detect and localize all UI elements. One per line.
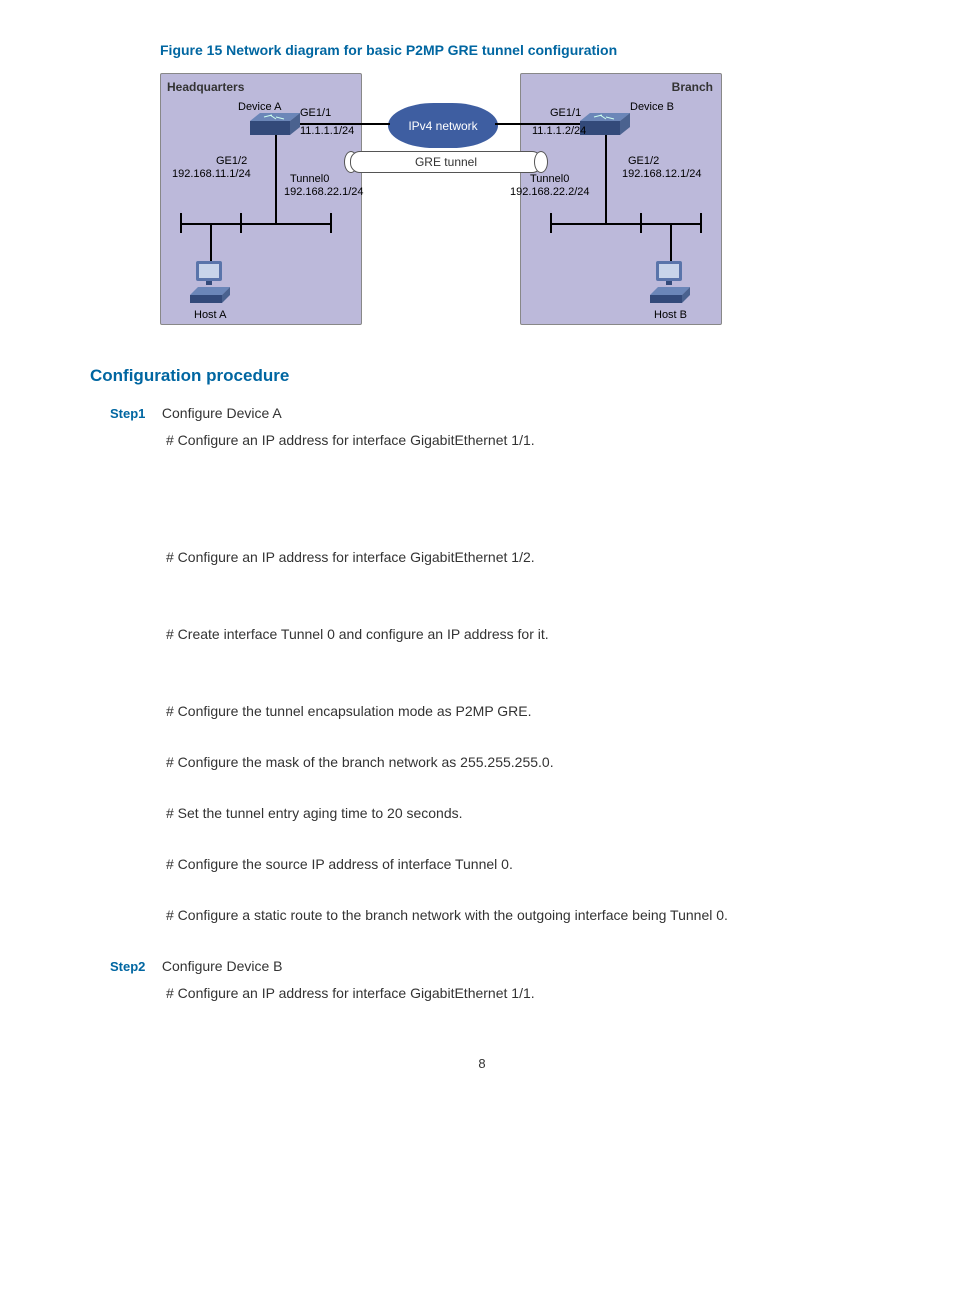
line-br-lan-tick2	[640, 213, 642, 233]
line-hosta-up	[210, 223, 212, 263]
step1-line-7: # Configure a static route to the branch…	[166, 905, 874, 926]
step2-line-0: # Configure an IP address for interface …	[166, 983, 874, 1004]
gre-tunnel: GRE tunnel	[350, 151, 542, 173]
line-hq-lan-tick2	[240, 213, 242, 233]
device-a-ge11: GE1/1	[300, 105, 331, 122]
device-a-ge12-ip: 192.168.11.1/24	[172, 166, 251, 183]
line-a-down	[275, 133, 277, 223]
device-a-ge11-ip: 11.1.1.1/24	[300, 123, 354, 140]
device-a-tunnel-ip: 192.168.22.1/24	[284, 184, 364, 201]
host-a-icon	[190, 261, 230, 301]
step1-line-4: # Configure the mask of the branch netwo…	[166, 752, 874, 773]
step1-text: Configure Device A	[162, 405, 282, 421]
panel-hq-title: Headquarters	[167, 78, 244, 96]
step1-label: Step1	[110, 404, 158, 424]
host-b-icon	[650, 261, 690, 301]
step1-row: Step1 Configure Device A	[110, 403, 874, 424]
device-b-label: Device B	[630, 99, 674, 116]
device-b-ge11: GE1/1	[550, 105, 581, 122]
step1-line-3: # Configure the tunnel encapsulation mod…	[166, 701, 874, 722]
step2-label: Step2	[110, 957, 158, 977]
line-hostb-up	[670, 223, 672, 263]
line-br-lan-tick3	[700, 213, 702, 233]
ipv4-label: IPv4 network	[408, 117, 477, 135]
step1-line-2: # Create interface Tunnel 0 and configur…	[166, 624, 874, 645]
line-b-down	[605, 133, 607, 223]
gre-cap-right	[534, 151, 548, 173]
network-diagram: Headquarters Branch IPv4 network GRE tun…	[160, 73, 720, 333]
device-b-tunnel-ip: 192.168.22.2/24	[510, 184, 590, 201]
step2-row: Step2 Configure Device B	[110, 956, 874, 977]
host-b-label: Host B	[654, 307, 687, 324]
device-b-ge11-ip: 11.1.1.2/24	[532, 123, 586, 140]
line-br-lan-tick1	[550, 213, 552, 233]
step1-line-0: # Configure an IP address for interface …	[166, 430, 874, 451]
device-b-icon	[580, 113, 630, 135]
line-br-lan	[550, 223, 700, 225]
host-a-label: Host A	[194, 307, 226, 324]
line-hq-lan-tick3	[330, 213, 332, 233]
step2-text: Configure Device B	[162, 958, 283, 974]
line-hq-lan-tick1	[180, 213, 182, 233]
page-number: 8	[90, 1054, 874, 1074]
figure-title: Figure 15 Network diagram for basic P2MP…	[160, 40, 874, 61]
device-a-icon	[250, 113, 300, 135]
step1-line-5: # Set the tunnel entry aging time to 20 …	[166, 803, 874, 824]
device-a-label: Device A	[238, 99, 281, 116]
ipv4-cloud: IPv4 network	[388, 103, 498, 148]
panel-branch-title: Branch	[672, 78, 713, 96]
step1-line-6: # Configure the source IP address of int…	[166, 854, 874, 875]
step1-line-1: # Configure an IP address for interface …	[166, 547, 874, 568]
device-b-ge12-ip: 192.168.12.1/24	[622, 166, 702, 183]
section-title: Configuration procedure	[90, 363, 874, 389]
line-hq-lan	[180, 223, 330, 225]
